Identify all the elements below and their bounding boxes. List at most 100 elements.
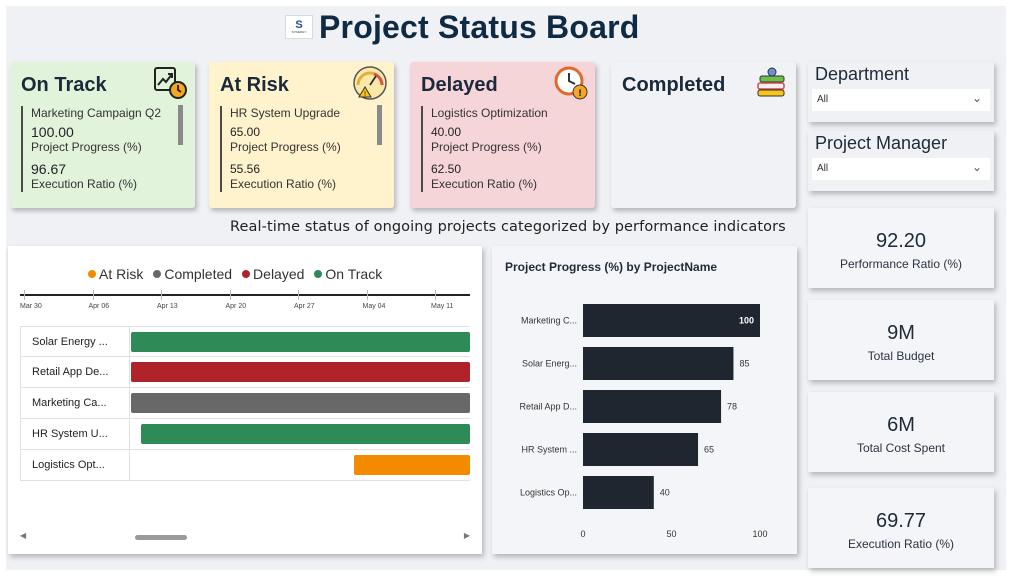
execution-label: Execution Ratio (%)	[31, 177, 138, 191]
gantt-row-label: Solar Energy ...	[20, 327, 130, 357]
chart-title: Project Progress (%) by ProjectName	[505, 260, 718, 274]
dropdown-value: All	[817, 94, 829, 105]
category-label: Logistics Op...	[520, 488, 577, 498]
department-dropdown[interactable]: All ⌄	[812, 89, 990, 111]
stacked-blocks-icon	[757, 67, 785, 97]
timeline-label: May 04	[362, 303, 386, 310]
chevron-down-icon[interactable]: ⌄	[971, 160, 982, 174]
data-label: 40	[660, 488, 670, 498]
category-label: Marketing C...	[521, 316, 577, 326]
kpi-label: Execution Ratio (%)	[847, 537, 955, 551]
card-scrollbar[interactable]	[377, 105, 382, 145]
legend-label: Completed	[164, 266, 233, 282]
gantt-bar[interactable]	[354, 455, 470, 475]
progress-bar-chart: Project Progress (%) by ProjectName Mark…	[492, 246, 797, 554]
legend-item[interactable]: Completed	[153, 266, 232, 282]
execution-value: 96.67	[31, 161, 67, 177]
card-at-risk: At Risk ! HR System Upgrade 65.00 Projec…	[209, 62, 394, 208]
timeline-tick	[435, 290, 436, 300]
progress-label: Project Progress (%)	[431, 140, 542, 154]
gantt-bar[interactable]	[130, 393, 470, 413]
project-name: Marketing Campaign Q2	[31, 106, 162, 120]
gantt-row[interactable]: Marketing Ca...	[20, 388, 470, 419]
gantt-row-label: Retail App De...	[20, 357, 130, 387]
bar[interactable]	[583, 347, 734, 380]
legend-item[interactable]: Delayed	[242, 266, 304, 282]
card-title: At Risk	[220, 74, 289, 96]
data-label: 85	[739, 359, 749, 369]
card-scrollbar[interactable]	[178, 105, 183, 145]
timeline-tick	[92, 290, 94, 300]
bar[interactable]	[583, 304, 760, 337]
gantt-timeline: Mar 30 Apr 06 Apr 13 Apr 20 Apr 27 May 04 May …	[20, 288, 470, 314]
gantt-legend: At Risk Completed Delayed On Track	[88, 266, 382, 282]
project-name: HR System Upgrade	[230, 106, 341, 120]
gantt-row-label: Marketing Ca...	[20, 388, 130, 418]
x-tick-label: 50	[666, 529, 676, 539]
timeline-tick	[366, 290, 368, 300]
data-label: 100	[739, 316, 754, 326]
chart-clock-icon	[154, 67, 187, 99]
legend-label: At Risk	[99, 266, 144, 282]
timeline-label: Apr 13	[157, 303, 178, 310]
card-completed: Completed	[611, 62, 796, 208]
scroll-left-icon[interactable]: ◀	[20, 531, 27, 540]
scroll-thumb[interactable]	[135, 535, 187, 540]
department-slicer: Department All ⌄	[808, 62, 994, 122]
timeline-axis	[20, 294, 470, 296]
category-label: Retail App D...	[519, 402, 577, 412]
execution-label: Execution Ratio (%)	[230, 177, 337, 191]
gantt-row[interactable]: Logistics Opt...	[20, 450, 470, 481]
card-delayed: Delayed ! Logistics Optimization 40.00 P…	[410, 62, 595, 208]
project-manager-dropdown[interactable]: All ⌄	[812, 158, 990, 180]
legend-marker	[88, 270, 96, 278]
gantt-bar[interactable]	[140, 424, 470, 444]
kpi-performance-ratio: 92.20 Performance Ratio (%)	[808, 208, 994, 288]
gantt-row[interactable]: Solar Energy ...	[20, 326, 470, 357]
x-tick-label: 100	[752, 529, 767, 539]
kpi-label: Total Cost Spent	[856, 441, 946, 455]
logo-letter: S	[295, 19, 303, 31]
legend-item[interactable]: On Track	[314, 266, 382, 282]
header: S SYNERGY Project Status Board	[285, 8, 640, 46]
company-logo: S SYNERGY	[285, 15, 313, 39]
slicer-title: Department	[815, 64, 910, 84]
legend-marker	[314, 270, 323, 278]
card-on-track: On Track Marketing Campaign Q2 100.00 Pr…	[10, 62, 195, 208]
card-title: Completed	[622, 74, 726, 96]
legend-marker	[242, 270, 251, 278]
gantt-row[interactable]: Retail App De...	[20, 357, 470, 388]
bar[interactable]	[583, 433, 699, 466]
gantt-bar[interactable]	[130, 362, 470, 382]
progress-value: 65.00	[230, 125, 261, 139]
card-title: On Track	[21, 74, 107, 96]
bar[interactable]	[583, 476, 654, 509]
legend-marker	[153, 270, 162, 278]
horizontal-scrollbar[interactable]: ◀ ▶	[20, 531, 470, 543]
timeline-tick	[229, 290, 231, 300]
bar[interactable]	[583, 390, 722, 423]
gauge-warning-icon: !	[353, 66, 387, 100]
gantt-row[interactable]: HR System U...	[20, 419, 470, 450]
timeline-label: Apr 27	[294, 303, 315, 310]
card-details: Logistics Optimization 40.00 Project Pro…	[421, 106, 571, 192]
card-details: HR System Upgrade 65.00 Project Progress…	[220, 106, 370, 192]
gantt-bar[interactable]	[130, 332, 470, 352]
dropdown-value: All	[817, 163, 829, 174]
gantt-row-label: Logistics Opt...	[20, 450, 130, 480]
svg-text:!: !	[364, 90, 367, 98]
dashboard-subtitle: Real-time status of ongoing projects cat…	[230, 219, 786, 235]
project-name: Logistics Optimization	[431, 106, 548, 120]
legend-item[interactable]: At Risk	[88, 266, 143, 282]
scroll-right-icon[interactable]: ▶	[463, 531, 470, 540]
gantt-chart: At Risk Completed Delayed On Track Mar 30 Ap…	[8, 246, 482, 554]
kpi-value: 6M	[887, 414, 915, 436]
gantt-row-label: HR System U...	[20, 419, 130, 449]
timeline-label: May 11	[431, 303, 454, 310]
progress-label: Project Progress (%)	[230, 140, 341, 154]
timeline-label: Apr 06	[88, 303, 110, 310]
data-label: 78	[727, 402, 737, 412]
kpi-value: 9M	[887, 322, 915, 344]
project-manager-slicer: Project Manager All ⌄	[808, 131, 994, 191]
chevron-down-icon[interactable]: ⌄	[971, 91, 982, 105]
